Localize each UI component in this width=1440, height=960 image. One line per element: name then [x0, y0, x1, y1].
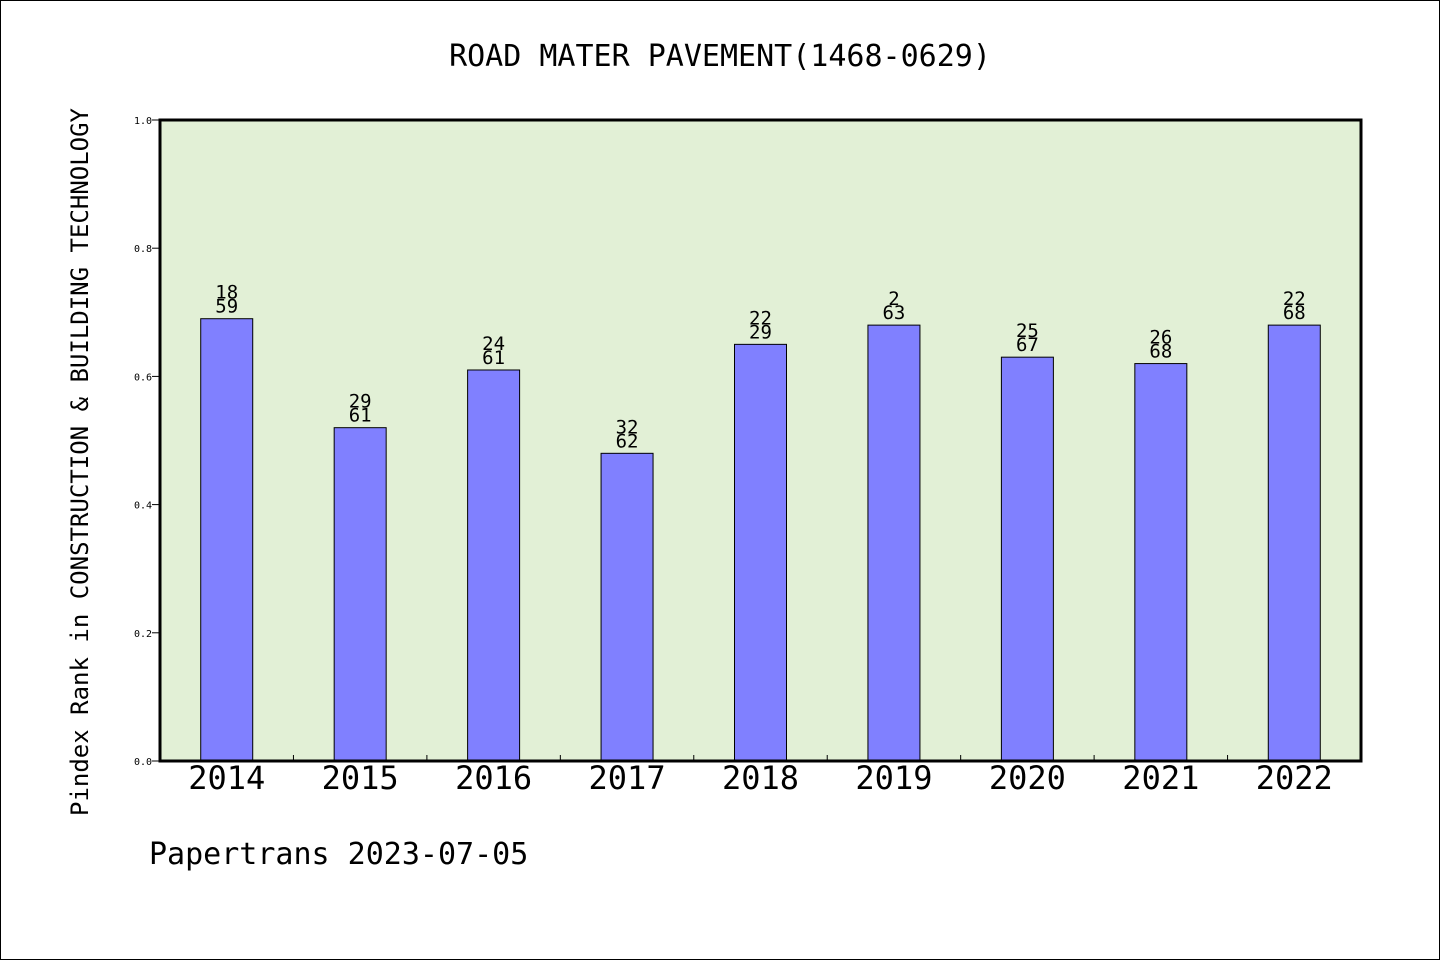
footer-text: Papertrans 2023-07-05 — [149, 837, 528, 872]
plot-border — [158, 118, 1363, 763]
bar-label-total: 68 — [1149, 341, 1172, 363]
chart-title: ROAD MATER PAVEMENT(1468-0629) — [449, 39, 991, 74]
x-tick-label: 2016 — [455, 759, 532, 797]
x-tick-label: 2019 — [855, 759, 932, 797]
bar — [1000, 356, 1054, 762]
bar-label-total: 68 — [1283, 302, 1306, 324]
bar-label-total: 67 — [1016, 334, 1039, 356]
x-tick-label: 2014 — [188, 759, 265, 797]
x-tick-label: 2015 — [322, 759, 399, 797]
x-tick-label: 2022 — [1256, 759, 1333, 797]
bar — [867, 324, 921, 762]
bar-label-rank: 2 — [888, 288, 899, 310]
bar-label-rank: 25 — [1016, 320, 1039, 342]
y-tick-label: 0.8 — [134, 244, 152, 255]
bar-label-rank: 22 — [749, 307, 772, 329]
bar-label-total: 62 — [616, 430, 639, 452]
x-tick-label: 2018 — [722, 759, 799, 797]
bar — [1134, 363, 1188, 762]
y-tick-label: 0.0 — [134, 757, 152, 768]
x-tick-label: 2017 — [589, 759, 666, 797]
bar — [600, 452, 654, 762]
bar — [200, 318, 254, 762]
bar-label-total: 61 — [349, 405, 372, 427]
bar-label-rank: 24 — [482, 333, 505, 355]
bar-label-rank: 32 — [616, 416, 639, 438]
x-tick-label: 2020 — [989, 759, 1066, 797]
bar-label-rank: 18 — [215, 282, 238, 304]
bar-label-rank: 29 — [349, 391, 372, 413]
bar — [467, 369, 521, 762]
y-tick-label: 0.6 — [134, 372, 152, 383]
bar-label-rank: 22 — [1283, 288, 1306, 310]
bar-label-total: 29 — [749, 321, 772, 343]
bar-label-rank: 26 — [1149, 327, 1172, 349]
y-tick-label: 0.2 — [134, 629, 152, 640]
bar — [333, 427, 387, 762]
x-tick-label: 2021 — [1122, 759, 1199, 797]
bar-label-total: 61 — [482, 347, 505, 369]
bar-label-total: 63 — [882, 302, 905, 324]
bar-label-total: 59 — [215, 296, 238, 318]
y-tick-label: 0.4 — [134, 501, 152, 512]
y-tick-label: 1.0 — [134, 116, 152, 127]
y-axis-label: Pindex Rank in CONSTRUCTION & BUILDING T… — [66, 107, 94, 816]
bar — [734, 343, 787, 762]
ticks-layer: 0.0 0.2 0.4 0.6 0.8 1.0 2014 2015 2016 2017 2018 20… — [134, 116, 1333, 797]
bar — [1267, 324, 1321, 762]
